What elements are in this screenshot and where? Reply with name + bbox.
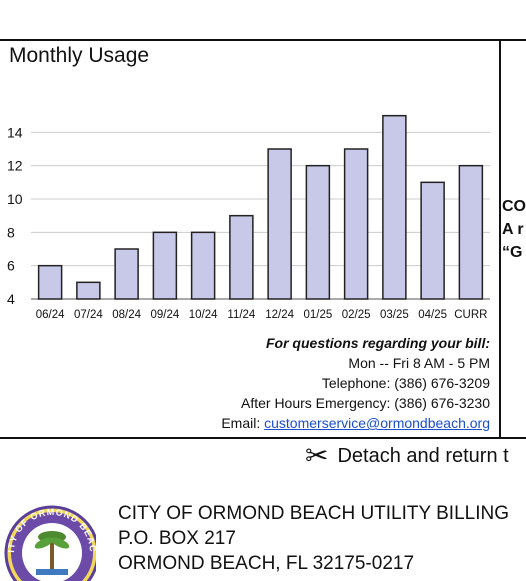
mailing-address: CITY OF ORMOND BEACH UTILITY BILLING P.O… (118, 501, 509, 576)
city-seal-icon: CITY OF ORMOND BEACH (0, 491, 96, 581)
address-line-2: P.O. BOX 217 (118, 528, 236, 549)
detach-notice: ✂ Detach and return t (305, 442, 509, 470)
bar (37, 264, 63, 300)
x-tick-label: 12/24 (265, 309, 294, 321)
y-tick-label: 10 (7, 191, 23, 207)
x-tick-label: 10/24 (189, 309, 218, 321)
bar (229, 214, 254, 300)
contact-emergency: After Hours Emergency: (386) 676-3230 (240, 395, 490, 411)
x-tick-label: 04/25 (418, 309, 447, 321)
bar (458, 164, 484, 300)
x-tick-label: 03/25 (380, 309, 409, 321)
side-notice-line-2: A r (502, 221, 524, 238)
x-tick-label: CURR (454, 309, 487, 321)
email-label: Email: (221, 415, 261, 431)
frame-divider (499, 39, 501, 438)
x-tick-label: 01/25 (303, 309, 332, 321)
frame-bottom-border (0, 437, 526, 439)
y-tick-label: 14 (7, 124, 23, 140)
y-tick-label: 12 (7, 158, 23, 174)
scissors-icon: ✂ (305, 440, 329, 471)
bar (76, 281, 101, 300)
x-tick-label: 11/24 (227, 309, 256, 321)
side-notice-line-1: CO (502, 198, 526, 215)
y-tick-label: 6 (7, 258, 15, 274)
email-link[interactable]: customerservice@ormondbeach.org (264, 415, 490, 431)
bar (343, 148, 369, 300)
chart-title: Monthly Usage (9, 44, 150, 67)
contact-hours: Mon -- Fri 8 AM - 5 PM (348, 355, 490, 371)
side-notice-line-3: “G (502, 244, 523, 261)
bar (420, 181, 445, 300)
contact-email-row: Email: customerservice@ormondbeach.org (221, 413, 490, 433)
contact-question: For questions regarding your bill: (265, 335, 490, 351)
x-tick-label: 06/24 (36, 309, 65, 321)
bar (114, 248, 139, 300)
bar (305, 164, 331, 300)
bar (267, 148, 292, 300)
monthly-usage-chart: 4 6 8 10 12 14 06/24 07/24 08/24 09/24 10/24 11/24 1… (7, 114, 490, 321)
frame-top-border (0, 39, 526, 41)
bar (152, 231, 178, 300)
contact-telephone: Telephone: (386) 676-3209 (321, 375, 490, 391)
x-tick-label: 09/24 (150, 309, 179, 321)
x-tick-label: 02/25 (342, 309, 371, 321)
bar (382, 114, 407, 300)
bar (190, 231, 216, 300)
y-tick-label: 4 (7, 291, 15, 307)
address-line-3: ORMOND BEACH, FL 32175-0217 (118, 553, 415, 574)
contact-info: For questions regarding your bill: Mon -… (221, 333, 490, 433)
address-line-1: CITY OF ORMOND BEACH UTILITY BILLING (118, 503, 509, 524)
y-tick-label: 8 (7, 224, 15, 240)
detach-text: Detach and return t (337, 444, 509, 467)
x-tick-label: 08/24 (112, 309, 141, 321)
x-tick-label: 07/24 (74, 309, 103, 321)
